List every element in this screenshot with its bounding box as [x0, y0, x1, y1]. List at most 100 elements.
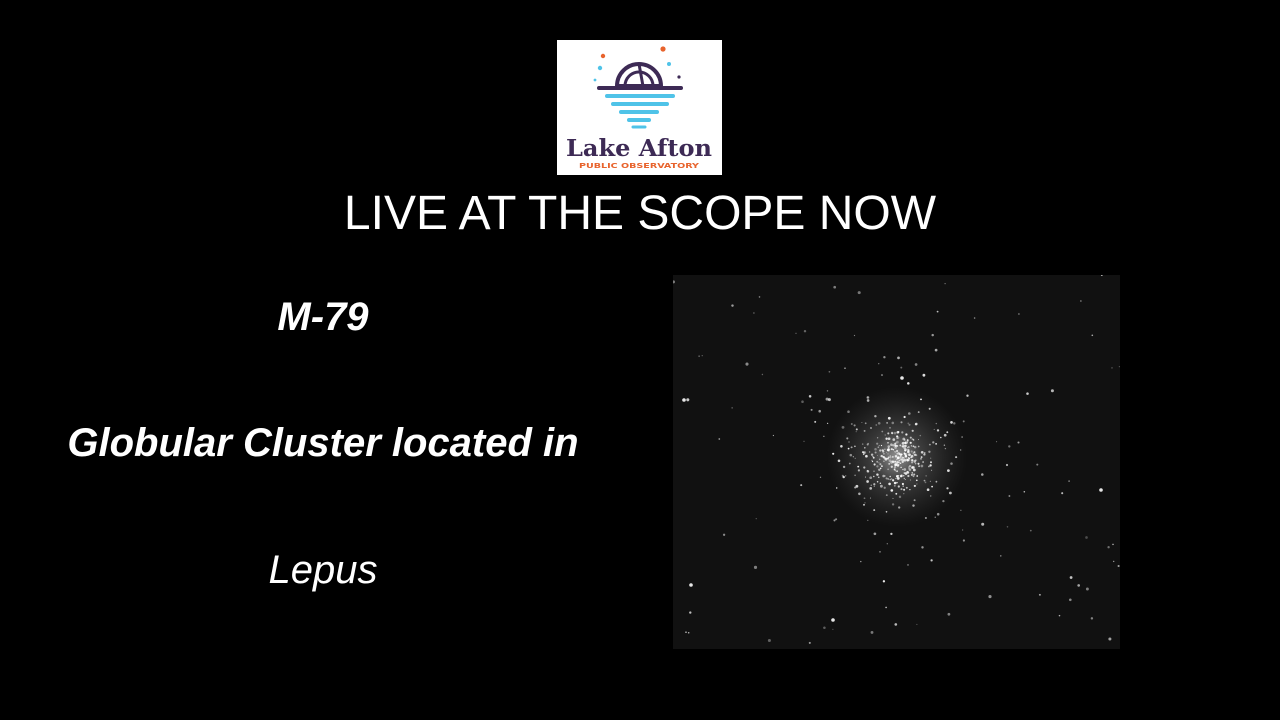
cluster-star — [881, 430, 884, 433]
cluster-star — [905, 486, 908, 489]
field-star — [828, 370, 831, 373]
cluster-star — [881, 374, 883, 376]
cluster-star — [886, 422, 888, 424]
cluster-star — [894, 463, 898, 467]
cluster-star — [901, 460, 904, 464]
field-star — [885, 606, 887, 609]
cluster-star — [910, 445, 913, 447]
cluster-star — [857, 469, 861, 472]
cluster-star — [903, 441, 905, 444]
cluster-star — [903, 472, 906, 474]
logo-name-text: Lake Afton — [566, 135, 712, 162]
cluster-star — [896, 437, 898, 439]
bright-star — [1099, 488, 1103, 492]
cluster-star — [879, 551, 881, 553]
cluster-star — [894, 444, 897, 447]
cluster-star — [913, 473, 916, 476]
cluster-star — [869, 476, 873, 480]
cluster-star — [847, 410, 850, 413]
cluster-star — [911, 472, 914, 474]
cluster-star — [896, 481, 898, 484]
cluster-star — [947, 469, 950, 472]
cluster-star — [892, 448, 895, 451]
field-star — [731, 304, 734, 307]
cluster-star — [930, 457, 932, 459]
field-star — [920, 450, 924, 454]
field-star — [934, 348, 938, 352]
cluster-star — [882, 474, 885, 478]
field-star — [819, 476, 822, 478]
cluster-star — [878, 445, 880, 447]
cluster-star — [870, 453, 874, 456]
cluster-star — [981, 473, 984, 476]
cluster-star — [911, 429, 914, 432]
field-star — [1112, 560, 1115, 563]
field-star — [870, 630, 874, 634]
cluster-star — [899, 475, 903, 478]
cluster-star — [899, 458, 903, 461]
cluster-star — [930, 495, 932, 497]
field-star — [1069, 576, 1073, 579]
cluster-star — [950, 421, 953, 424]
cluster-star — [916, 483, 918, 485]
field-star — [936, 310, 939, 313]
cluster-star — [853, 424, 856, 427]
cluster-star — [955, 456, 958, 459]
object-name: M-79 — [277, 295, 369, 339]
field-star — [855, 484, 859, 488]
field-star — [857, 291, 861, 295]
cluster-star — [869, 497, 872, 499]
cluster-star — [862, 451, 866, 454]
cluster-star — [876, 442, 879, 445]
cluster-star — [904, 444, 907, 448]
cluster-star — [892, 444, 895, 447]
cluster-star — [876, 480, 879, 483]
cluster-star — [842, 475, 845, 479]
cluster-star — [870, 427, 872, 429]
field-star — [731, 407, 733, 409]
field-star — [1118, 365, 1120, 368]
cluster-star — [879, 449, 882, 452]
bright-star — [682, 398, 686, 402]
cluster-star — [887, 432, 890, 435]
cluster-star — [944, 282, 946, 285]
field-star — [883, 356, 886, 359]
cluster-star — [922, 461, 924, 463]
cluster-star — [913, 445, 917, 449]
cluster-star — [853, 334, 856, 337]
cluster-star — [874, 448, 877, 451]
cluster-star — [894, 450, 896, 452]
field-star — [685, 631, 687, 633]
cluster-star — [866, 396, 870, 399]
cluster-star — [896, 458, 898, 461]
field-star — [946, 487, 949, 490]
cluster-star — [863, 503, 865, 506]
field-star — [866, 399, 870, 402]
field-star — [755, 518, 757, 520]
cluster-star — [893, 460, 896, 464]
cluster-star — [900, 466, 902, 469]
cluster-star — [887, 445, 891, 448]
cluster-star — [931, 469, 933, 471]
cluster-star — [935, 422, 938, 425]
field-star — [1061, 492, 1064, 495]
cluster-star — [848, 441, 850, 443]
cluster-star — [854, 445, 856, 448]
cluster-star — [855, 431, 857, 433]
cluster-star — [896, 453, 898, 455]
cluster-star — [772, 434, 774, 437]
cluster-star — [898, 506, 901, 509]
field-star — [966, 394, 969, 397]
cluster-star — [897, 476, 900, 480]
cluster-star — [897, 485, 900, 488]
cluster-star — [890, 443, 893, 446]
cluster-star — [902, 485, 904, 487]
headline: LIVE AT THE SCOPE NOW — [343, 187, 937, 240]
cluster-star — [894, 442, 897, 445]
cluster-star — [884, 434, 886, 436]
cluster-star — [906, 458, 909, 462]
cluster-star — [879, 467, 882, 470]
cluster-star — [878, 462, 880, 464]
cluster-star — [898, 475, 900, 477]
cluster-star — [877, 476, 880, 479]
